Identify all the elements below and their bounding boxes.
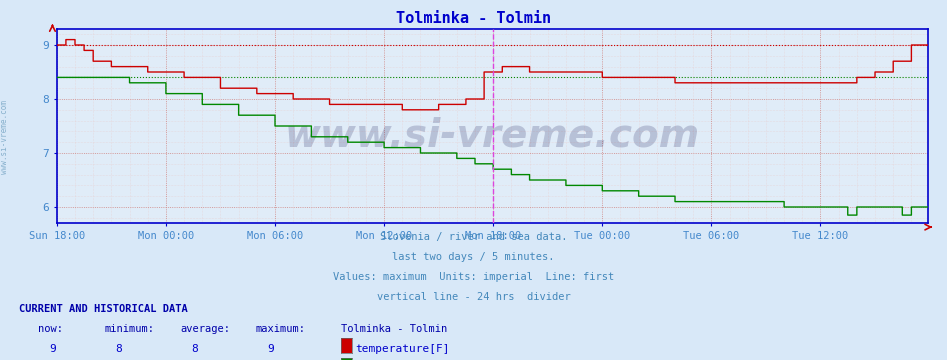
Text: 9: 9 [49, 344, 56, 354]
Text: 9: 9 [267, 344, 274, 354]
Text: Tolminka - Tolmin: Tolminka - Tolmin [341, 324, 447, 334]
Text: 8: 8 [116, 344, 122, 354]
Text: www.si-vreme.com: www.si-vreme.com [0, 100, 9, 174]
Text: last two days / 5 minutes.: last two days / 5 minutes. [392, 252, 555, 262]
Text: www.si-vreme.com: www.si-vreme.com [285, 117, 700, 155]
Text: 8: 8 [191, 344, 198, 354]
Text: CURRENT AND HISTORICAL DATA: CURRENT AND HISTORICAL DATA [19, 304, 188, 314]
Text: vertical line - 24 hrs  divider: vertical line - 24 hrs divider [377, 292, 570, 302]
Text: temperature[F]: temperature[F] [355, 344, 450, 354]
Text: Values: maximum  Units: imperial  Line: first: Values: maximum Units: imperial Line: fi… [333, 272, 614, 282]
Text: maximum:: maximum: [256, 324, 306, 334]
Text: minimum:: minimum: [104, 324, 154, 334]
Text: Tolminka - Tolmin: Tolminka - Tolmin [396, 11, 551, 26]
Text: Slovenia / river and sea data.: Slovenia / river and sea data. [380, 232, 567, 242]
Text: now:: now: [38, 324, 63, 334]
Text: average:: average: [180, 324, 230, 334]
